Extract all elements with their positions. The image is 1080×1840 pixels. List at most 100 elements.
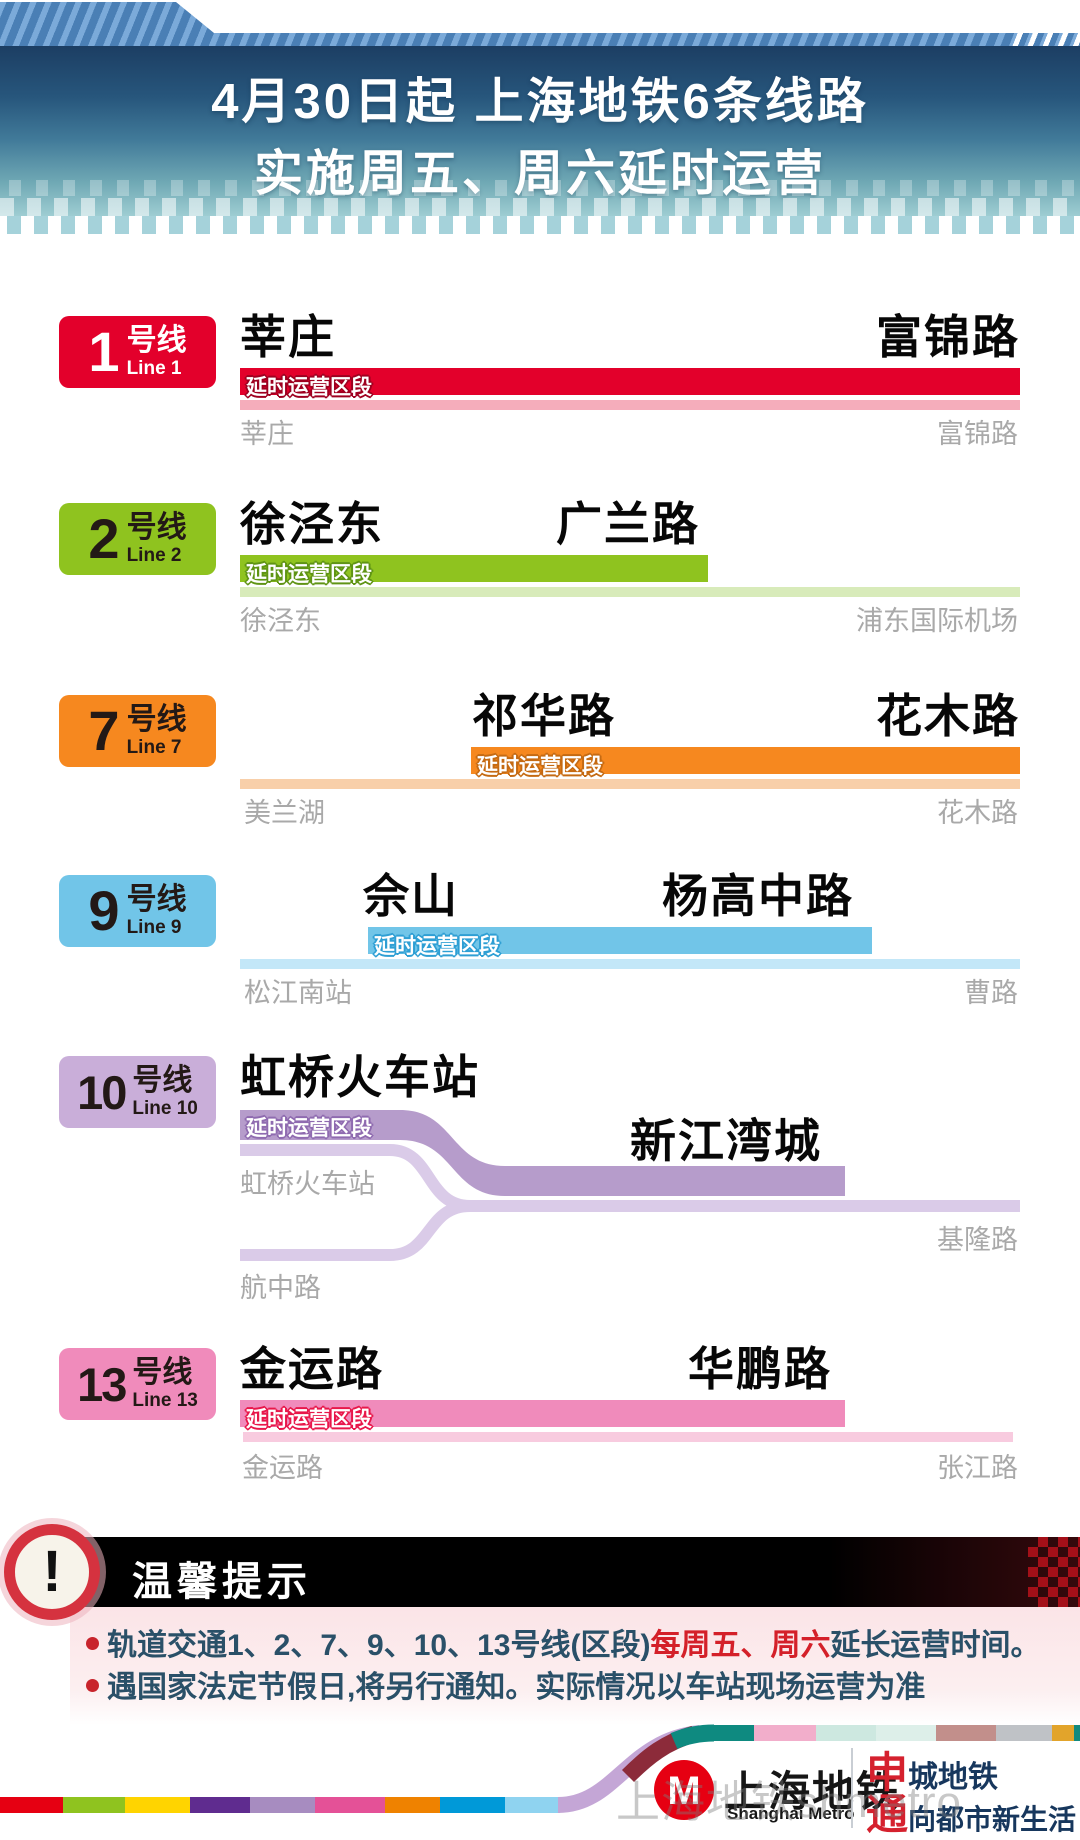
footer-ribbon	[0, 1724, 1080, 1813]
slogan-line1: 申城地铁	[866, 1752, 998, 1794]
line-name-en: Line 13	[132, 1390, 198, 1411]
bullet1-emphasis: 每周五、周六	[650, 1629, 831, 1662]
terminus-start: 金运路	[242, 1453, 323, 1483]
line-suffix: 号线	[126, 324, 187, 357]
logo-name-en: Shanghai Metro	[727, 1804, 855, 1823]
station-name-end: 杨高中路	[662, 870, 854, 922]
segment-label: 延时运营区段	[246, 1117, 372, 1140]
metro-line-color-strip	[0, 1797, 560, 1813]
bullet1-pre: 轨道交通1、2、7、9、10、13号线(区段)	[107, 1629, 651, 1662]
terminus-start: 虹桥火车站	[240, 1169, 375, 1199]
line-number: 10	[77, 1065, 127, 1119]
segment-label: 延时运营区段	[246, 1408, 372, 1431]
footer-divider	[851, 1748, 853, 1828]
line-name-en: Line 7	[126, 737, 182, 758]
bullet-dot-icon	[86, 1679, 99, 1692]
line-suffix: 号线	[126, 703, 187, 736]
notice-bullet-1: 轨道交通1、2、7、9、10、13号线(区段)每周五、周六延长运营时间。	[86, 1620, 1040, 1664]
line-7-extended-bar: 延时运营区段	[471, 747, 1020, 778]
line-10-extended-bar	[240, 1110, 845, 1196]
bullet1-post: 延长运营时间。	[830, 1629, 1041, 1662]
line-2-extended-bar: 延时运营区段	[240, 555, 708, 586]
header-banner	[0, 46, 1080, 216]
line-name-en: Line 10	[132, 1098, 198, 1119]
terminus-branch: 航中路	[240, 1273, 321, 1303]
segment-label: 延时运营区段	[374, 935, 500, 958]
notice-checker-decoration	[1028, 1537, 1080, 1607]
line-name-en: Line 1	[126, 358, 182, 379]
line-10-badge: 10 号线 Line 10	[59, 1056, 216, 1128]
line-10-branch-bottom-line	[240, 1200, 471, 1261]
notice-title: 温馨提示	[132, 1560, 312, 1604]
station-name-end: 新江湾城	[630, 1115, 822, 1167]
line-13-extended-bar: 延时运营区段	[240, 1400, 845, 1431]
banner-fringe-row1	[0, 180, 1080, 196]
shanghai-metro-logo-icon: M	[654, 1760, 714, 1820]
terminus-start: 美兰湖	[244, 798, 325, 828]
notice-panel	[70, 1607, 1080, 1725]
terminus-start: 徐泾东	[240, 606, 321, 636]
line-2-badge: 2 号线 Line 2	[59, 503, 216, 575]
segment-label: 延时运营区段	[246, 376, 372, 399]
logo-name-cn: 上海地铁	[724, 1768, 901, 1815]
station-name-end: 广兰路	[556, 498, 700, 550]
header-striped-tab	[0, 2, 1080, 48]
banner-fringe-row3	[0, 216, 1080, 234]
line-suffix: 号线	[132, 1356, 193, 1389]
page-title-line2: 实施周五、周六延时运营	[253, 147, 826, 201]
slogan1-emphasis: 申	[866, 1749, 909, 1796]
watermark: 上海地铁shmetro	[616, 1778, 962, 1827]
station-name-end: 花木路	[876, 690, 1020, 742]
line-number: 9	[88, 879, 120, 942]
line-number: 1	[88, 320, 120, 383]
station-name-end: 华鹏路	[688, 1343, 832, 1395]
terminus-end: 基隆路	[937, 1225, 1018, 1255]
banner-fringe-row2	[0, 198, 1080, 216]
segment-label: 延时运营区段	[246, 563, 372, 586]
terminus-end: 浦东国际机场	[856, 606, 1018, 636]
line-name-en: Line 9	[126, 917, 182, 938]
line-1-extended-bar: 延时运营区段	[240, 368, 1020, 399]
station-name-start: 佘山	[363, 870, 459, 922]
line-7-badge: 7 号线 Line 7	[59, 695, 216, 767]
station-name-start: 祁华路	[472, 690, 616, 742]
svg-text:M: M	[667, 1769, 700, 1813]
notice-header-bar	[36, 1537, 1080, 1607]
line-9-extended-bar: 延时运营区段	[368, 927, 872, 958]
alert-glyph: !	[42, 1539, 62, 1604]
station-name-start: 虹桥火车站	[240, 1051, 480, 1103]
header-corner-slashes	[1008, 33, 1080, 46]
slogan1-rest: 城地铁	[908, 1761, 999, 1794]
station-name-start: 莘庄	[240, 311, 336, 363]
slogan-line2: 通向都市新生活	[866, 1794, 1076, 1836]
line-2-fullline-bar	[240, 587, 1020, 597]
terminus-start: 松江南站	[244, 978, 352, 1008]
station-name-start: 金运路	[240, 1343, 384, 1395]
line-number: 7	[88, 699, 120, 762]
segment-label: 延时运营区段	[477, 755, 603, 778]
metro-line-color-strip-top	[710, 1725, 1080, 1741]
terminus-end: 花木路	[937, 798, 1018, 828]
terminus-end: 张江路	[937, 1453, 1018, 1483]
line-9-fullline-bar	[240, 959, 1020, 969]
line-9-badge: 9 号线 Line 9	[59, 875, 216, 947]
alert-icon: !	[4, 1524, 100, 1620]
slogan2-rest: 向都市新生活	[908, 1804, 1077, 1835]
line-10-branch-art	[240, 1110, 1020, 1261]
line-13-badge: 13 号线 Line 13	[59, 1348, 216, 1420]
line-13-fullline-bar	[243, 1432, 1013, 1442]
station-name-start: 徐泾东	[240, 498, 384, 550]
line-suffix: 号线	[132, 1064, 193, 1097]
line-1-badge: 1 号线 Line 1	[59, 316, 216, 388]
line-number: 13	[77, 1357, 127, 1411]
bullet-dot-icon	[86, 1637, 99, 1650]
line-number: 2	[88, 507, 120, 570]
line-7-fullline-bar	[240, 779, 1020, 789]
bullet2-text: 遇国家法定节假日,将另行通知。实际情况以车站现场运营为准	[107, 1671, 926, 1704]
terminus-end: 富锦路	[937, 419, 1018, 449]
slogan2-emphasis: 通	[866, 1791, 909, 1838]
station-name-end: 富锦路	[876, 311, 1020, 363]
notice-bullet-2: 遇国家法定节假日,将另行通知。实际情况以车站现场运营为准	[86, 1662, 925, 1706]
line-name-en: Line 2	[126, 545, 182, 566]
